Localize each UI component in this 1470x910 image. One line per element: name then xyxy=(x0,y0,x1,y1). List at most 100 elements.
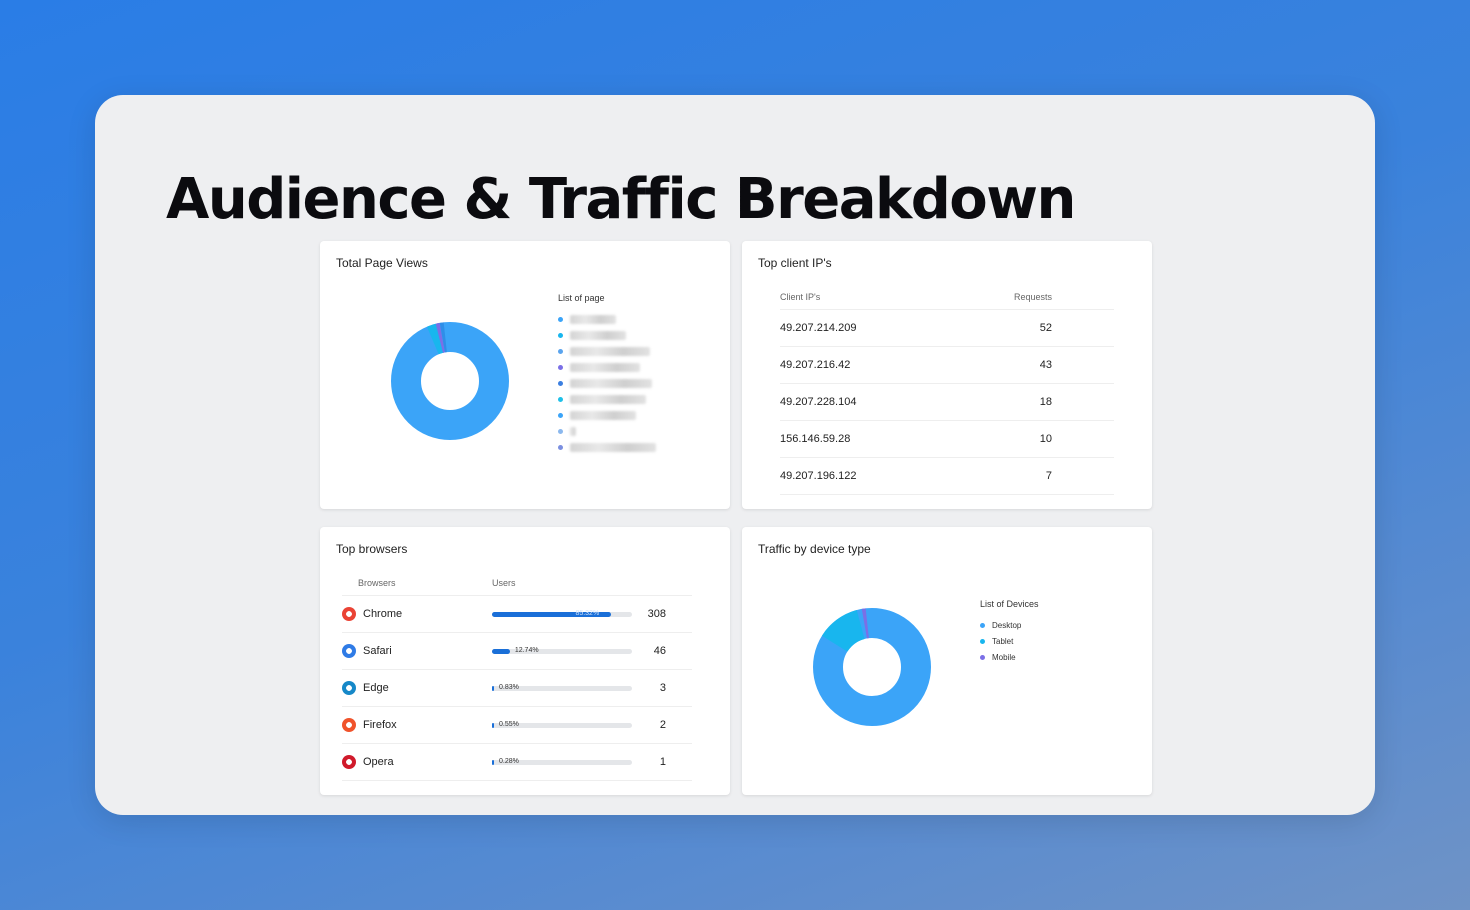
client-ip-cell: 49.207.196.122 xyxy=(780,470,857,482)
legend-dot-icon xyxy=(980,638,985,644)
users-count: 46 xyxy=(653,645,666,657)
requests-cell: 52 xyxy=(1039,322,1052,334)
firefox-icon xyxy=(342,718,356,732)
legend-dot-icon xyxy=(558,348,563,354)
page-legend-item[interactable] xyxy=(558,359,656,375)
page-legend-item[interactable] xyxy=(558,327,656,343)
device-label: Tablet xyxy=(992,636,1014,646)
browser-label: Safari xyxy=(363,645,392,657)
table-row: 49.207.216.42 43 xyxy=(780,347,1114,384)
page-views-donut-main xyxy=(391,322,509,440)
page-title: Audience & Traffic Breakdown xyxy=(166,167,1076,232)
legend-dot-icon xyxy=(558,364,563,370)
usage-percent: 0.55% xyxy=(499,720,519,728)
page-views-card: Total Page Views List of page xyxy=(320,241,730,509)
usage-bar: 0.83% xyxy=(492,683,632,691)
legend-dot-icon xyxy=(980,654,985,660)
users-count: 2 xyxy=(659,719,666,731)
browser-label: Chrome xyxy=(363,608,403,620)
browser-name: Opera xyxy=(342,755,492,769)
usage-bar-fill xyxy=(492,722,494,728)
client-ips-header: Client IP's Requests xyxy=(780,285,1114,310)
devices-donut-desktop xyxy=(813,608,931,726)
page-legend-item[interactable] xyxy=(558,391,656,407)
devices-title: Traffic by device type xyxy=(758,542,871,556)
browser-label: Opera xyxy=(363,756,394,768)
obscured-page-label xyxy=(570,410,636,420)
requests-cell: 18 xyxy=(1039,396,1052,408)
devices-donut xyxy=(813,608,931,726)
col-browsers: Browsers xyxy=(358,578,396,588)
legend-dot-icon xyxy=(558,332,563,338)
table-row: Chrome 85.32% 308 xyxy=(342,596,692,633)
obscured-page-label xyxy=(570,426,576,436)
opera-icon xyxy=(342,755,356,769)
page-legend-item[interactable] xyxy=(558,407,656,423)
table-row: 49.207.214.209 52 xyxy=(780,310,1114,347)
device-legend-item[interactable]: Desktop xyxy=(980,617,1039,633)
page-legend-item[interactable] xyxy=(558,375,656,391)
legend-dot-icon xyxy=(558,380,563,386)
legend-dot-icon xyxy=(558,444,563,450)
page-views-title: Total Page Views xyxy=(336,256,428,270)
page-views-donut-slice-2 xyxy=(391,322,509,440)
page-legend-item[interactable] xyxy=(558,439,656,455)
page-views-legend-title: List of page xyxy=(558,293,605,303)
client-ip-cell: 49.207.214.209 xyxy=(780,322,857,334)
obscured-page-label xyxy=(570,330,626,340)
browser-label: Edge xyxy=(363,682,389,694)
users-count: 1 xyxy=(659,756,666,768)
legend-dot-icon xyxy=(558,428,563,434)
usage-percent: 0.28% xyxy=(499,757,519,765)
device-legend-item[interactable]: Mobile xyxy=(980,649,1039,665)
table-row: Safari 12.74% 46 xyxy=(342,633,692,670)
requests-cell: 10 xyxy=(1039,433,1052,445)
client-ip-cell: 49.207.216.42 xyxy=(780,359,851,371)
page-legend-item[interactable] xyxy=(558,423,656,439)
usage-bar: 0.28% xyxy=(492,757,632,765)
device-label: Mobile xyxy=(992,652,1016,662)
browser-name: Edge xyxy=(342,681,492,695)
device-legend-item[interactable]: Tablet xyxy=(980,633,1039,649)
obscured-page-label xyxy=(570,314,616,324)
device-label: Desktop xyxy=(992,620,1022,630)
table-row: 156.146.59.28 10 xyxy=(780,421,1114,458)
browsers-table: Browsers Users Chrome 85.32% 308 Safari 12.7… xyxy=(342,571,692,781)
client-ip-cell: 156.146.59.28 xyxy=(780,433,851,445)
table-row: Edge 0.83% 3 xyxy=(342,670,692,707)
page-legend-item[interactable] xyxy=(558,311,656,327)
page-views-donut-slice-1 xyxy=(391,322,509,440)
legend-dot-icon xyxy=(980,622,985,628)
legend-dot-icon xyxy=(558,412,563,418)
usage-bar-fill xyxy=(492,685,494,691)
page-legend-item[interactable] xyxy=(558,343,656,359)
chrome-icon xyxy=(342,607,356,621)
obscured-page-label xyxy=(570,346,650,356)
browsers-header: Browsers Users xyxy=(342,571,692,596)
obscured-page-label xyxy=(570,378,652,388)
devices-legend-title: List of Devices xyxy=(980,599,1039,609)
client-ips-table: Client IP's Requests 49.207.214.209 52 49.… xyxy=(780,285,1114,495)
usage-bar: 85.32% xyxy=(492,609,632,617)
usage-percent: 85.32% xyxy=(575,609,600,617)
safari-icon xyxy=(342,644,356,658)
col-users: Users xyxy=(492,578,516,588)
usage-percent: 0.83% xyxy=(499,683,519,691)
devices-donut-tablet xyxy=(813,608,931,726)
usage-bar-fill xyxy=(492,611,612,617)
users-count: 3 xyxy=(659,682,666,694)
table-row: Opera 0.28% 1 xyxy=(342,744,692,781)
obscured-page-label xyxy=(570,394,646,404)
col-requests: Requests xyxy=(1013,292,1052,302)
edge-icon xyxy=(342,681,356,695)
client-ips-title: Top client IP's xyxy=(758,256,832,270)
browsers-title: Top browsers xyxy=(336,542,408,556)
table-row: 49.207.196.122 7 xyxy=(780,458,1114,495)
page-views-donut xyxy=(391,322,509,440)
usage-bar: 12.74% xyxy=(492,646,632,654)
browser-name: Chrome xyxy=(342,607,492,621)
devices-card: Traffic by device type List of Devices D… xyxy=(742,527,1152,795)
browser-label: Firefox xyxy=(363,719,397,731)
usage-percent: 12.74% xyxy=(514,646,539,654)
usage-bar-fill xyxy=(492,648,510,654)
